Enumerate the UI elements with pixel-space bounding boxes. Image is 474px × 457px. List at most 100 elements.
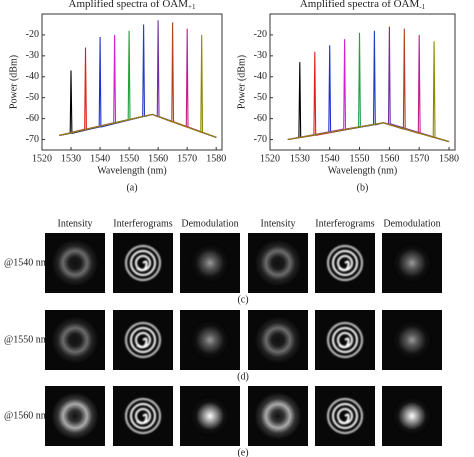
spectrum-line [287, 62, 450, 143]
x-tick-label: 1540 [320, 153, 340, 164]
fringe [124, 397, 162, 435]
x-tick-label: 1540 [90, 153, 110, 164]
demodulation-spot [392, 320, 432, 360]
panel-label: (d) [237, 371, 249, 382]
interferogram [326, 244, 364, 282]
y-tick-label: -60 [254, 113, 267, 124]
x-tick-label: 1530 [61, 153, 81, 164]
x-tick-label: 1520 [32, 153, 52, 164]
x-tick-label: 1570 [177, 153, 197, 164]
row-label: @1550 nm [4, 334, 49, 345]
y-tick-label: -70 [254, 134, 267, 145]
spectrum-line [59, 22, 217, 138]
fringe [124, 321, 162, 359]
column-header: Interferograms [315, 218, 375, 229]
interferogram [326, 397, 364, 435]
spectrum-line [59, 47, 217, 138]
fringe [326, 397, 364, 435]
panel-label: (b) [357, 182, 369, 193]
y-tick-label: -40 [26, 71, 39, 82]
y-tick-label: -30 [26, 50, 39, 61]
fringe [331, 402, 359, 430]
interferogram [124, 321, 162, 359]
intensity-ring [254, 316, 302, 364]
fringe [326, 321, 364, 359]
spectrum-line [287, 45, 450, 143]
x-tick-label: 1550 [350, 153, 370, 164]
row-label: @1540 nm [4, 257, 49, 268]
title-text: Amplified spectra of OAM [300, 0, 420, 10]
intensity-ring [51, 392, 99, 440]
fringe [129, 402, 157, 430]
fringe [331, 326, 359, 354]
title-subscript: +1 [188, 3, 196, 11]
demodulation-spot [392, 243, 432, 283]
panel-label: (a) [126, 182, 137, 193]
y-tick-label: -20 [254, 29, 267, 40]
spectrum-line [287, 51, 450, 143]
spectrum-line [59, 28, 217, 138]
column-header: Demodulation [383, 218, 440, 229]
fringe [129, 326, 157, 354]
x-tick-label: 1550 [119, 153, 139, 164]
y-tick-label: -70 [26, 134, 39, 145]
intensity-ring [51, 239, 99, 287]
x-tick-label: 1580 [206, 153, 226, 164]
y-tick-label: -60 [26, 113, 39, 124]
panel-label: (e) [237, 447, 248, 457]
chart-title: Amplified spectra of OAM+1 [69, 0, 196, 11]
x-axis-label: Wavelength (nm) [328, 165, 397, 176]
column-header: Intensity [261, 218, 296, 229]
fringe-spiral [136, 337, 148, 349]
panel-label: (c) [237, 294, 248, 305]
y-tick-label: -30 [254, 50, 267, 61]
fringe [331, 249, 359, 277]
spectrum-line [287, 26, 450, 143]
spectrum-line [287, 41, 450, 143]
fringe-spiral [136, 413, 148, 425]
fringe-spiral [338, 413, 350, 425]
x-tick-label: 1570 [409, 153, 429, 164]
y-tick-label: -50 [254, 92, 267, 103]
demodulation-spot [190, 243, 230, 283]
x-tick-label: 1560 [379, 153, 399, 164]
interferogram [326, 321, 364, 359]
spectrum-line [59, 30, 217, 138]
x-tick-label: 1560 [148, 153, 168, 164]
spectrum-line [59, 20, 217, 138]
demodulation-spot [392, 396, 432, 436]
y-tick-label: -40 [254, 71, 267, 82]
y-axis-label: Power (dBm) [8, 55, 19, 109]
spectrum-line [59, 36, 217, 138]
fringe [129, 249, 157, 277]
fringe-spiral [338, 337, 350, 349]
column-header: Intensity [58, 218, 93, 229]
demodulation-spot [190, 320, 230, 360]
plot-frame [41, 13, 223, 151]
title-subscript: -1 [419, 3, 425, 11]
intensity-ring [254, 239, 302, 287]
interferogram [124, 244, 162, 282]
chart-title: Amplified spectra of OAM-1 [300, 0, 426, 11]
spectrum-line [59, 34, 217, 138]
x-tick-label: 1580 [439, 153, 459, 164]
column-header: Demodulation [181, 218, 238, 229]
fringe [326, 244, 364, 282]
x-tick-label: 1520 [260, 153, 280, 164]
intensity-ring [254, 392, 302, 440]
fringe-spiral [338, 260, 350, 272]
interferogram [124, 397, 162, 435]
spectrum-line [59, 34, 217, 138]
spectrum-line [59, 24, 217, 138]
y-tick-label: -50 [26, 92, 39, 103]
demodulation-spot [190, 396, 230, 436]
y-axis-label: Power (dBm) [236, 55, 247, 109]
row-label: @1560 nm [4, 410, 49, 421]
fringe-spiral [136, 260, 148, 272]
title-text: Amplified spectra of OAM [69, 0, 189, 10]
fringe [124, 244, 162, 282]
plot-frame [269, 13, 456, 151]
spectrum-line [287, 28, 450, 143]
